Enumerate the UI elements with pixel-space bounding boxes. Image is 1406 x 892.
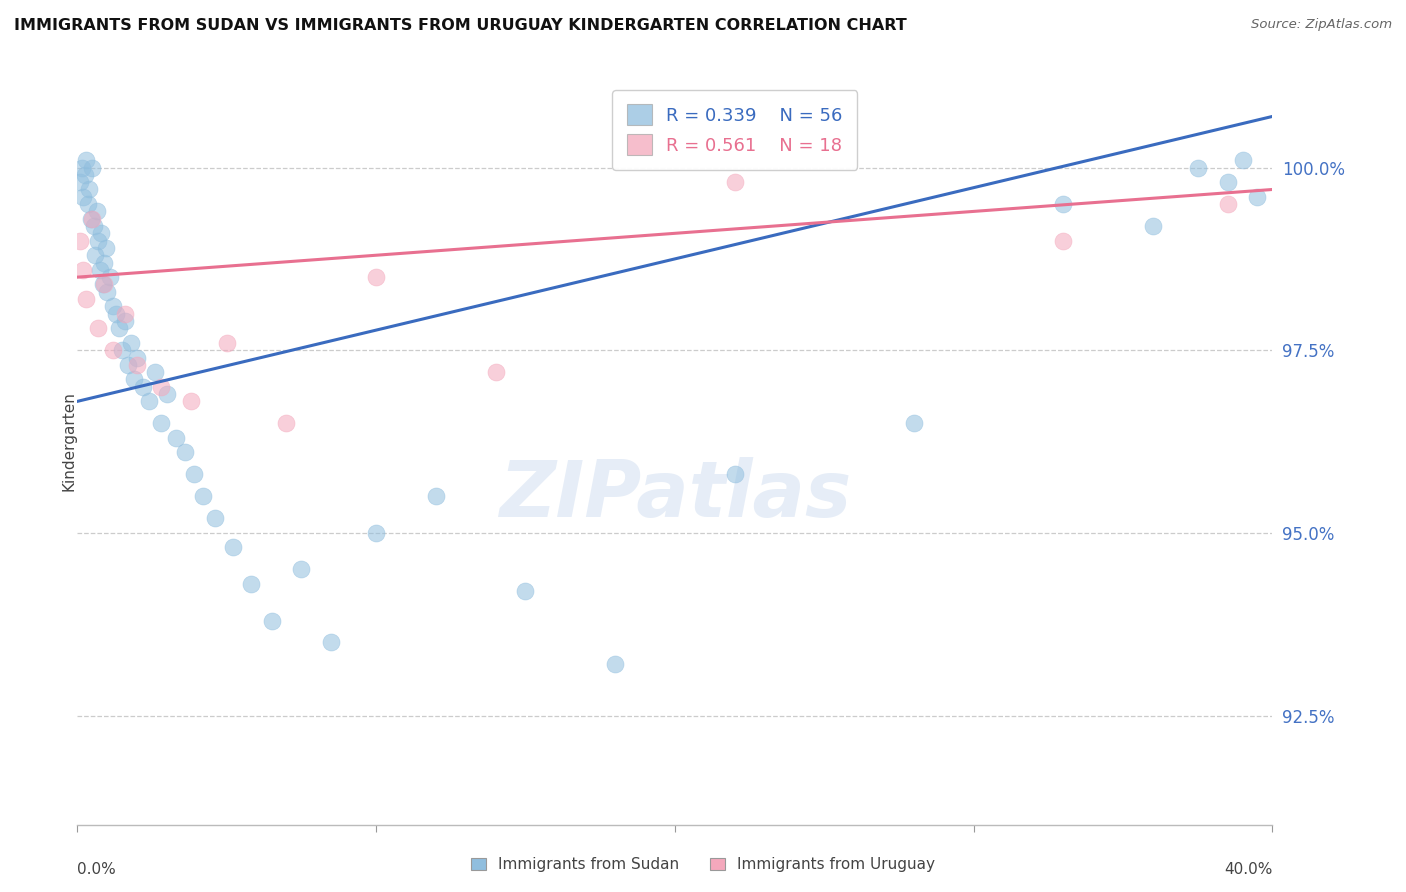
Y-axis label: Kindergarten: Kindergarten: [62, 392, 76, 491]
Point: [82, 211, 104, 226]
Point: [183, 467, 205, 482]
Point: [138, 394, 160, 409]
Text: Source: ZipAtlas.com: Source: ZipAtlas.com: [1251, 18, 1392, 31]
Point: [239, 577, 262, 591]
Point: [903, 417, 925, 431]
Point: [98, 270, 121, 285]
Point: [1142, 219, 1164, 233]
Point: [94, 241, 117, 255]
Point: [114, 314, 136, 328]
Point: [132, 380, 155, 394]
Point: [108, 321, 131, 335]
Point: [72, 190, 94, 204]
Point: [724, 175, 747, 189]
Point: [260, 614, 283, 628]
Point: [605, 657, 627, 672]
Point: [86, 204, 108, 219]
Point: [91, 277, 114, 292]
Point: [96, 285, 118, 299]
Text: 40.0%: 40.0%: [1225, 862, 1272, 877]
Point: [165, 431, 187, 445]
Point: [174, 445, 197, 459]
Point: [89, 263, 111, 277]
Point: [72, 263, 94, 277]
Point: [103, 299, 124, 313]
Text: 0.0%: 0.0%: [77, 862, 117, 877]
Point: [724, 467, 747, 482]
Point: [1216, 175, 1239, 189]
Point: [180, 394, 202, 409]
Point: [191, 489, 214, 503]
Point: [75, 153, 97, 168]
Legend: Immigrants from Sudan, Immigrants from Uruguay: Immigrants from Sudan, Immigrants from U…: [463, 849, 943, 880]
Point: [114, 307, 136, 321]
Point: [222, 541, 245, 555]
Legend: R = 0.339    N = 56, R = 0.561    N = 18: R = 0.339 N = 56, R = 0.561 N = 18: [612, 90, 858, 169]
Point: [1052, 234, 1074, 248]
Point: [1216, 197, 1239, 211]
Point: [215, 335, 238, 350]
Point: [73, 168, 96, 182]
Point: [321, 635, 343, 649]
Point: [93, 277, 115, 292]
Point: [84, 248, 107, 262]
Point: [87, 321, 110, 335]
Point: [127, 358, 149, 372]
Point: [82, 161, 104, 175]
Point: [69, 234, 91, 248]
Point: [1052, 197, 1074, 211]
Point: [150, 417, 173, 431]
Point: [105, 307, 128, 321]
Point: [79, 182, 101, 196]
Point: [120, 335, 142, 350]
Point: [103, 343, 124, 358]
Point: [80, 211, 103, 226]
Point: [290, 562, 312, 576]
Point: [87, 234, 110, 248]
Point: [69, 175, 91, 189]
Point: [93, 255, 115, 269]
Point: [366, 270, 388, 285]
Point: [75, 292, 97, 306]
Point: [70, 161, 93, 175]
Point: [156, 387, 179, 401]
Point: [143, 365, 166, 379]
Point: [150, 380, 173, 394]
Point: [425, 489, 447, 503]
Point: [366, 525, 388, 540]
Point: [76, 197, 98, 211]
Point: [276, 417, 298, 431]
Point: [117, 358, 139, 372]
Point: [204, 511, 226, 525]
Point: [1246, 190, 1268, 204]
Point: [1187, 161, 1209, 175]
Point: [485, 365, 508, 379]
Point: [127, 351, 149, 365]
Text: ZIPatlas: ZIPatlas: [499, 458, 851, 533]
Point: [90, 227, 112, 241]
Point: [122, 372, 145, 386]
Text: IMMIGRANTS FROM SUDAN VS IMMIGRANTS FROM URUGUAY KINDERGARTEN CORRELATION CHART: IMMIGRANTS FROM SUDAN VS IMMIGRANTS FROM…: [14, 18, 907, 33]
Point: [111, 343, 134, 358]
Point: [1232, 153, 1254, 168]
Point: [515, 584, 537, 599]
Point: [83, 219, 105, 233]
